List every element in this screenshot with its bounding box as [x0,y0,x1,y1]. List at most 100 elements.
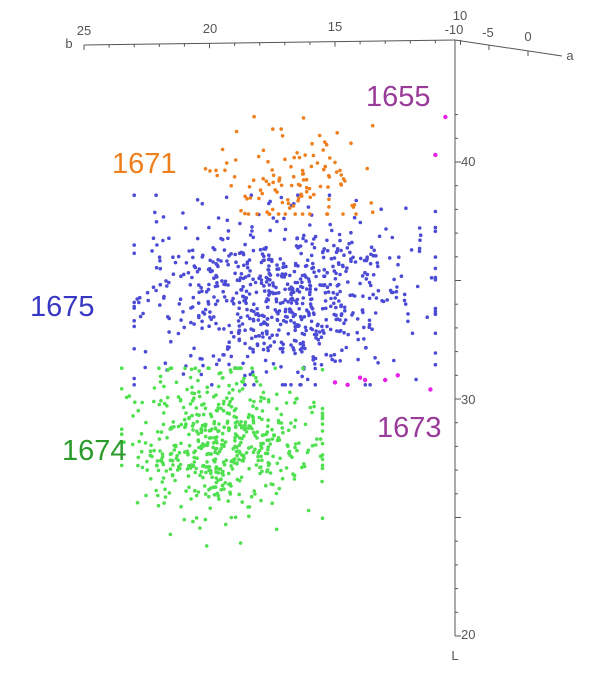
data-point-1674 [289,421,293,425]
data-point-1675 [343,318,348,322]
data-point-1675 [313,356,318,361]
data-point-1675 [301,340,306,345]
data-point-1675 [233,252,237,257]
data-point-1675 [345,246,350,250]
data-point-1674 [220,483,225,488]
data-point-1675 [283,227,288,232]
data-point-1674 [191,428,195,432]
data-point-1674 [266,418,271,423]
data-point-1675 [189,320,193,325]
data-point-1674 [145,459,149,464]
data-point-1675 [239,250,243,255]
data-point-1674 [179,441,183,446]
data-point-1675 [293,328,298,333]
data-point-1675 [137,300,141,305]
data-point-1674 [193,488,197,493]
data-point-1671 [270,168,275,172]
data-point-1671 [247,185,252,189]
data-point-1674 [254,375,258,380]
data-point-1671 [258,188,263,192]
data-point-1674 [171,420,176,424]
data-point-1674 [139,449,144,454]
data-point-1674 [308,405,313,410]
data-point-1671 [280,134,285,138]
data-point-1674 [303,422,308,427]
data-point-1675 [214,262,218,266]
data-point-1671 [351,205,356,209]
data-point-1674 [152,399,156,404]
data-point-1675 [336,282,341,287]
data-point-1675 [179,274,183,279]
data-point-1674 [221,469,225,474]
data-point-1674 [275,392,279,397]
data-point-1675 [264,280,269,284]
data-point-1675 [367,296,372,301]
data-point-1675 [195,198,200,202]
data-point-1675 [241,294,245,299]
data-point-1675 [339,312,344,316]
data-point-1675 [206,267,211,272]
data-point-1674 [239,475,244,480]
data-point-1671 [271,127,275,131]
data-point-1675 [229,330,234,335]
data-point-1674 [247,424,251,428]
data-point-1674 [172,448,177,452]
data-point-1674 [320,453,325,457]
data-point-1675 [380,299,384,303]
data-point-1674 [297,441,301,445]
data-point-1675 [256,318,261,322]
data-point-1675 [283,298,288,302]
data-point-1671 [276,212,281,216]
data-point-1674 [258,399,263,403]
data-point-1675 [308,287,313,292]
data-point-1674 [239,420,243,424]
data-point-1675 [338,328,343,333]
data-point-1675 [251,328,256,333]
data-point-1675 [244,296,249,300]
data-point-1675 [339,248,343,253]
data-point-1674 [233,425,238,430]
data-point-1674 [237,389,242,393]
data-point-1675 [132,376,136,381]
data-point-1674 [119,387,124,391]
data-point-1675 [322,247,327,251]
data-point-1675 [308,223,312,227]
data-point-1674 [194,516,199,520]
data-point-1674 [260,409,265,413]
data-point-1675 [259,278,264,282]
data-point-1675 [333,277,338,281]
data-point-1671 [318,184,323,189]
data-point-1674 [190,385,194,390]
data-point-1674 [202,412,206,417]
data-point-1671 [303,153,308,157]
data-point-1674 [248,398,252,402]
data-point-1675 [264,245,268,250]
data-point-1675 [206,287,211,292]
data-point-1674 [186,452,190,457]
data-point-1671 [291,204,296,208]
data-point-1674 [221,473,225,477]
data-point-1674 [139,432,144,436]
data-point-1674 [183,366,187,371]
data-point-1674 [211,445,215,450]
data-point-1675 [243,328,247,333]
data-point-1674 [272,433,276,437]
data-point-1675 [263,358,268,363]
data-point-1674 [273,366,278,371]
data-point-1675 [207,324,211,329]
data-point-1674 [250,414,255,418]
data-point-1674 [251,373,255,377]
data-point-1674 [187,432,191,437]
data-point-1675 [199,372,204,377]
data-point-1674 [295,448,299,453]
data-point-1675 [295,323,300,327]
data-point-1675 [208,315,212,319]
data-point-1674 [271,482,275,487]
data-point-1675 [197,290,201,295]
data-point-1675 [310,327,315,332]
data-point-1674 [252,399,256,404]
data-point-1675 [214,273,218,278]
L-tick-label-30: 30 [461,392,475,407]
data-point-1675 [250,225,254,229]
data-point-1675 [390,235,395,240]
